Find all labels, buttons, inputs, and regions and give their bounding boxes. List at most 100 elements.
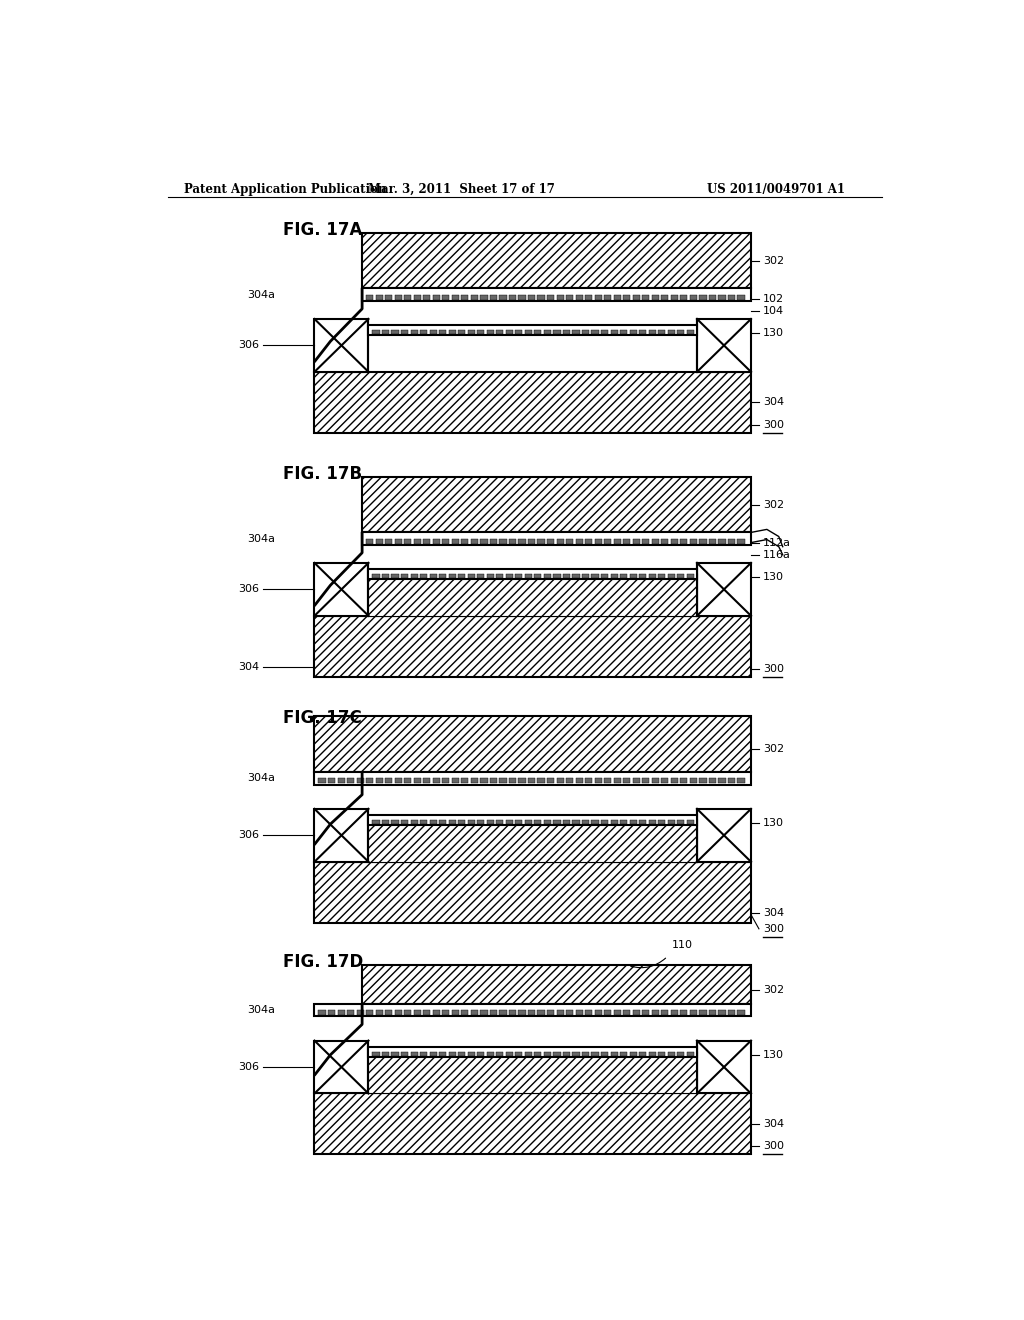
Bar — [575, 294, 583, 300]
Text: 130: 130 — [763, 572, 784, 582]
Bar — [630, 1052, 637, 1056]
Bar — [621, 1052, 627, 1056]
Bar — [480, 779, 487, 784]
Bar — [575, 539, 583, 544]
Bar — [592, 1052, 599, 1056]
Bar — [604, 1010, 611, 1015]
Bar — [575, 1010, 583, 1015]
Bar — [394, 294, 401, 300]
Bar — [697, 809, 751, 862]
Bar — [630, 574, 637, 578]
Bar — [538, 539, 545, 544]
Bar — [699, 779, 707, 784]
Bar — [613, 294, 621, 300]
Bar — [719, 294, 726, 300]
Text: Mar. 3, 2011  Sheet 17 of 17: Mar. 3, 2011 Sheet 17 of 17 — [368, 182, 555, 195]
Bar — [314, 717, 751, 772]
Text: 104: 104 — [763, 306, 784, 315]
Bar — [624, 779, 631, 784]
Bar — [433, 294, 440, 300]
Bar — [668, 1052, 675, 1056]
Bar — [652, 1010, 658, 1015]
Bar — [509, 539, 516, 544]
Text: 304: 304 — [238, 661, 259, 672]
Bar — [489, 294, 497, 300]
Bar — [506, 330, 513, 334]
Bar — [601, 1052, 608, 1056]
Text: 102: 102 — [763, 293, 784, 304]
Bar — [610, 820, 617, 824]
Bar — [314, 615, 751, 677]
Bar — [506, 820, 513, 824]
Bar — [373, 574, 380, 578]
Bar — [328, 779, 335, 784]
Text: 302: 302 — [763, 744, 784, 754]
Bar — [582, 1052, 589, 1056]
Bar — [595, 779, 602, 784]
Bar — [506, 1052, 513, 1056]
Bar — [411, 1052, 418, 1056]
Bar — [414, 294, 421, 300]
Bar — [362, 477, 751, 532]
Bar — [414, 1010, 421, 1015]
Bar — [404, 1010, 412, 1015]
Bar — [613, 1010, 621, 1015]
Bar — [662, 779, 669, 784]
Bar — [369, 1047, 697, 1057]
Bar — [328, 1010, 335, 1015]
Bar — [538, 294, 545, 300]
Bar — [687, 1052, 694, 1056]
Bar — [535, 820, 542, 824]
Bar — [420, 574, 427, 578]
Bar — [595, 1010, 602, 1015]
Bar — [662, 539, 669, 544]
Bar — [452, 539, 459, 544]
Bar — [592, 574, 599, 578]
Bar — [671, 539, 678, 544]
Bar — [680, 779, 687, 784]
Bar — [518, 294, 525, 300]
Bar — [662, 1010, 669, 1015]
Bar — [515, 820, 522, 824]
Bar — [362, 532, 751, 545]
Bar — [391, 330, 398, 334]
Bar — [671, 294, 678, 300]
Bar — [563, 820, 570, 824]
Bar — [442, 1010, 450, 1015]
Bar — [314, 562, 369, 615]
Bar — [652, 539, 658, 544]
Bar — [401, 574, 409, 578]
Bar — [518, 1010, 525, 1015]
Bar — [528, 779, 536, 784]
Bar — [338, 779, 345, 784]
Bar — [671, 1010, 678, 1015]
Bar — [471, 1010, 478, 1015]
Bar — [314, 1005, 751, 1016]
Bar — [621, 820, 627, 824]
Bar — [621, 330, 627, 334]
Bar — [471, 779, 478, 784]
Bar — [687, 330, 694, 334]
Bar — [639, 820, 646, 824]
Bar — [610, 330, 617, 334]
Bar — [553, 1052, 560, 1056]
Bar — [486, 574, 494, 578]
Text: Patent Application Publication: Patent Application Publication — [183, 182, 386, 195]
Bar — [369, 814, 697, 825]
Bar — [553, 820, 560, 824]
Bar — [480, 539, 487, 544]
Bar — [477, 820, 484, 824]
Bar — [690, 539, 697, 544]
Bar — [439, 574, 446, 578]
Text: 130: 130 — [763, 818, 784, 828]
Bar — [690, 294, 697, 300]
Bar — [613, 539, 621, 544]
Bar — [648, 574, 655, 578]
Bar — [468, 1052, 475, 1056]
Bar — [382, 574, 389, 578]
Bar — [547, 1010, 554, 1015]
Bar — [442, 779, 450, 784]
Bar — [369, 325, 697, 335]
Bar — [582, 820, 589, 824]
Bar — [500, 294, 507, 300]
